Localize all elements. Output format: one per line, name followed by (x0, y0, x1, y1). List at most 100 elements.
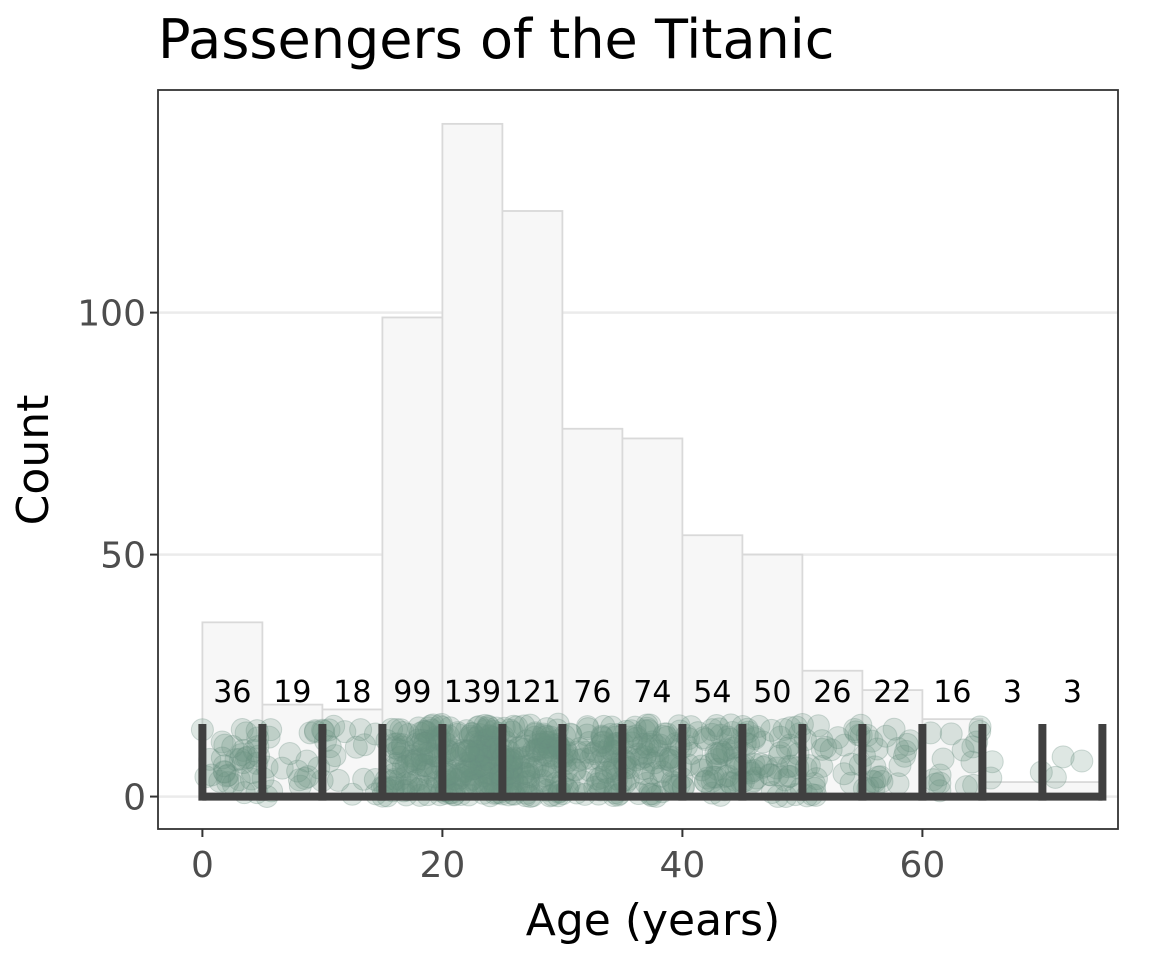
passenger-point (775, 736, 799, 760)
passenger-point (460, 767, 484, 791)
passenger-point (892, 744, 916, 768)
passenger-point (463, 730, 487, 754)
passenger-point (635, 713, 659, 737)
passenger-point (589, 734, 613, 758)
passenger-point (1051, 745, 1075, 769)
passenger-point (531, 726, 555, 750)
passenger-point (234, 746, 258, 770)
histogram-bar (861, 689, 924, 798)
passenger-point (709, 739, 733, 763)
passenger-point (388, 745, 412, 769)
passenger-point (472, 756, 496, 780)
passenger-point (579, 746, 603, 770)
passenger-point (768, 741, 792, 765)
passenger-point (705, 746, 729, 770)
passenger-point (512, 714, 536, 738)
passenger-point (521, 739, 545, 763)
passenger-point (463, 756, 487, 780)
passenger-point (326, 768, 350, 792)
passenger-point (414, 754, 438, 778)
passenger-point (473, 761, 497, 785)
passenger-point (231, 738, 255, 762)
passenger-point (459, 744, 483, 768)
passenger-point (754, 754, 778, 778)
passenger-point (700, 769, 724, 793)
x-tick-label: 60 (899, 845, 945, 886)
passenger-point (404, 750, 428, 774)
passenger-point (626, 742, 650, 766)
passenger-point (460, 722, 484, 746)
passenger-point (532, 754, 556, 778)
passenger-point (635, 741, 659, 765)
passenger-point (1043, 765, 1067, 789)
passenger-point (523, 725, 547, 749)
passenger-point (517, 745, 541, 769)
passenger-point (939, 722, 963, 746)
passenger-point (390, 733, 414, 757)
passenger-point (577, 731, 601, 755)
passenger-point (706, 757, 730, 781)
passenger-point (591, 726, 615, 750)
passenger-point (295, 749, 319, 773)
passenger-point (704, 765, 728, 789)
passenger-point (766, 763, 790, 787)
passenger-point (270, 756, 294, 780)
passenger-point (456, 738, 480, 762)
passenger-point (576, 717, 600, 741)
passenger-point (455, 751, 479, 775)
passenger-point (749, 752, 773, 776)
passenger-point (278, 742, 302, 766)
passenger-point (525, 739, 549, 763)
passenger-point (210, 730, 234, 754)
passenger-point (531, 743, 555, 767)
passenger-point (512, 761, 536, 785)
passenger-point (445, 768, 469, 792)
passenger-point (414, 720, 438, 744)
passenger-point (524, 738, 548, 762)
passenger-point (512, 746, 536, 770)
passenger-point (806, 714, 830, 738)
passenger-point (446, 721, 470, 745)
passenger-point (518, 713, 542, 737)
passenger-point (528, 730, 552, 754)
passenger-point (531, 724, 555, 748)
passenger-point (467, 754, 491, 778)
passenger-point (230, 717, 254, 741)
passenger-point (333, 720, 357, 744)
passenger-point (410, 743, 434, 767)
passenger-point (632, 732, 656, 756)
passenger-point (882, 717, 906, 741)
passenger-point (767, 744, 791, 768)
passenger-point (832, 733, 856, 757)
passenger-point (700, 718, 724, 742)
passenger-point (530, 768, 554, 792)
passenger-point (704, 741, 728, 765)
passenger-point (468, 739, 492, 763)
passenger-point (457, 753, 481, 777)
passenger-point (923, 772, 947, 796)
passenger-point (465, 716, 489, 740)
passenger-point (707, 742, 731, 766)
passenger-point (567, 748, 591, 772)
passenger-point (633, 745, 657, 769)
passenger-point (747, 714, 771, 738)
passenger-point (638, 713, 662, 737)
passenger-point (888, 754, 912, 778)
passenger-point (450, 739, 474, 763)
passenger-point (474, 745, 498, 769)
passenger-point (234, 721, 258, 745)
passenger-point (693, 769, 717, 793)
histogram-bar (621, 437, 684, 798)
passenger-point (759, 763, 783, 787)
passenger-point (655, 725, 679, 749)
passenger-point (535, 717, 559, 741)
passenger-point (349, 718, 373, 742)
passenger-point (467, 715, 491, 739)
passenger-point (895, 732, 919, 756)
passenger-point (712, 742, 736, 766)
passenger-point (575, 715, 599, 739)
passenger-point (472, 764, 496, 788)
passenger-point (523, 721, 547, 745)
passenger-point (804, 767, 828, 791)
bar-count-label: 76 (573, 675, 611, 710)
